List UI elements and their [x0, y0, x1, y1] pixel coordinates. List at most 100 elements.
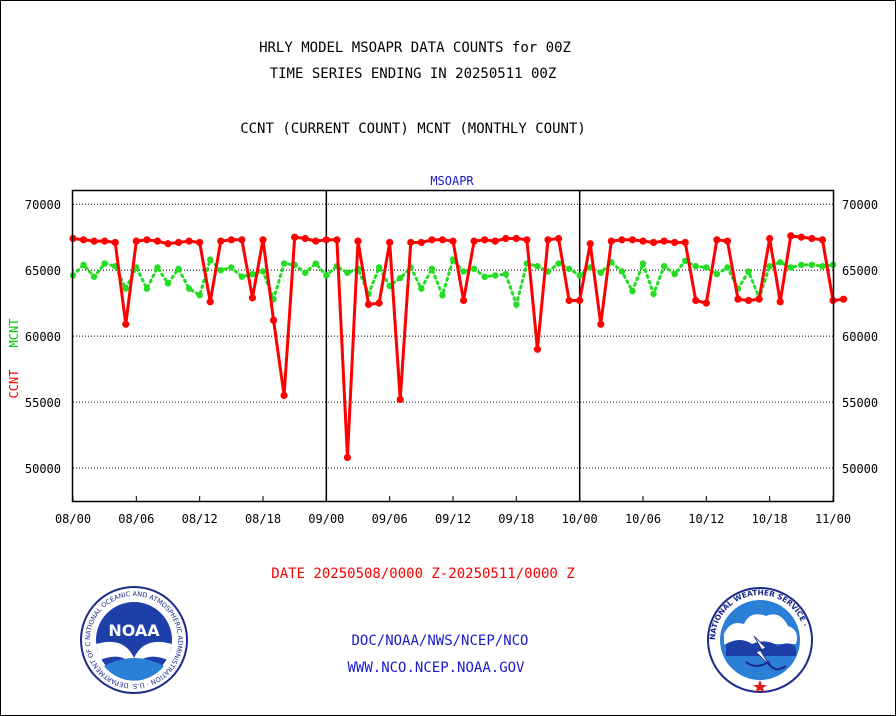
ccnt-point	[459, 296, 468, 305]
mcnt-point	[555, 260, 562, 267]
mcnt-point	[565, 265, 573, 273]
y-tick-label-left: 70000	[25, 198, 61, 212]
noaa-logo-text: NOAA	[108, 621, 160, 640]
tick-layer: 50000 50000 55000 55000 60000 60000 65000 65000…	[25, 198, 878, 526]
ccnt-point	[417, 238, 425, 247]
mcnt-point	[323, 272, 330, 279]
mcnt-point	[481, 273, 488, 280]
ccnt-point	[132, 237, 140, 245]
ccnt-point	[839, 295, 848, 303]
mcnt-point	[375, 264, 383, 271]
y-tick-label-left: 65000	[25, 264, 61, 278]
mcnt-point	[90, 273, 98, 280]
mcnt-point	[502, 270, 509, 278]
ccnt-point	[481, 236, 489, 244]
ccnt-point	[660, 237, 668, 245]
mcnt-point	[787, 264, 794, 271]
ccnt-point	[618, 236, 626, 244]
ccnt-point	[354, 237, 362, 245]
x-tick-label: 09/12	[435, 512, 471, 526]
ccnt-point	[396, 395, 404, 404]
mcnt-point	[470, 265, 478, 273]
ccnt-point	[639, 237, 647, 245]
mcnt-point	[185, 285, 193, 292]
mcnt-point	[819, 262, 826, 270]
ccnt-point	[407, 238, 415, 247]
mcnt-point	[460, 268, 467, 275]
ccnt-point	[533, 345, 542, 353]
org-url: WWW.NCO.NCEP.NOAA.GOV	[347, 660, 525, 676]
ccnt-point	[692, 296, 700, 305]
mcnt-point	[534, 262, 541, 270]
ccnt-point	[628, 236, 637, 244]
ccnt-point	[607, 237, 615, 245]
x-tick-label: 08/00	[55, 512, 91, 526]
mcnt-point	[196, 292, 203, 299]
noaa-logo: NOAA NATIONAL OCEANIC AND ATMOSPHERIC AD…	[80, 586, 188, 694]
ccnt-point	[153, 237, 162, 245]
x-tick-label: 08/06	[118, 512, 154, 526]
ccnt-point	[649, 238, 658, 247]
mcnt-point	[175, 265, 182, 273]
ccnt-point	[333, 236, 341, 244]
ccnt-point	[787, 232, 795, 240]
mcnt-point	[618, 268, 626, 275]
ccnt-line	[72, 234, 844, 459]
mcnt-point	[249, 270, 256, 278]
mcnt-point	[492, 272, 499, 279]
ccnt-point	[512, 234, 520, 243]
ccnt-point	[301, 234, 309, 243]
series-layer	[69, 232, 848, 462]
ccnt-point	[491, 237, 499, 245]
mcnt-point	[302, 269, 309, 276]
ccnt-point	[554, 234, 563, 243]
ccnt-point	[364, 300, 373, 309]
ccnt-point	[174, 238, 183, 247]
y-tick-label-left: 60000	[25, 330, 61, 344]
ccnt-point	[248, 294, 257, 302]
mcnt-point	[777, 259, 784, 266]
mcnt-point	[259, 268, 267, 275]
ccnt-point	[576, 296, 584, 305]
ccnt-point	[808, 234, 816, 243]
ccnt-point	[523, 236, 531, 244]
ylabel-ccnt: CCNT	[7, 370, 21, 399]
ccnt-point	[101, 237, 109, 245]
ccnt-point	[723, 237, 732, 245]
ccnt-point	[744, 296, 753, 305]
mcnt-point	[217, 266, 224, 274]
mcnt-point	[133, 264, 140, 271]
ccnt-point	[122, 320, 130, 328]
nws-logo: NATIONAL WEATHER SERVICE ·	[707, 587, 813, 693]
mcnt-point	[428, 265, 436, 273]
date-range: DATE 20250508/0000 Z-20250511/0000 Z	[271, 566, 574, 582]
ccnt-point	[259, 236, 267, 244]
ccnt-point	[312, 237, 320, 245]
mcnt-point	[703, 264, 710, 271]
x-tick-label: 10/00	[562, 512, 598, 526]
x-tick-label: 09/06	[372, 512, 408, 526]
y-tick-label-left: 50000	[25, 462, 61, 476]
mcnt-point	[154, 264, 161, 271]
y-tick-label-right: 70000	[842, 198, 878, 212]
ccnt-point	[291, 233, 299, 241]
y-tick-label-right: 60000	[842, 330, 878, 344]
mcnt-point	[312, 260, 319, 267]
ccnt-point	[681, 238, 689, 247]
ccnt-point	[586, 240, 594, 248]
mcnt-point	[808, 261, 816, 269]
x-tick-label: 09/18	[498, 512, 534, 526]
mcnt-point	[724, 264, 731, 271]
mcnt-point	[238, 273, 246, 280]
ccnt-point	[702, 299, 710, 307]
ccnt-point	[269, 316, 278, 324]
ccnt-point	[143, 236, 151, 244]
ccnt-point	[375, 299, 383, 307]
ccnt-point	[90, 237, 98, 245]
x-tick-label: 10/18	[752, 512, 788, 526]
mcnt-point	[207, 256, 214, 263]
ccnt-point	[206, 298, 214, 306]
mcnt-point	[439, 292, 446, 299]
ccnt-point	[196, 238, 204, 247]
